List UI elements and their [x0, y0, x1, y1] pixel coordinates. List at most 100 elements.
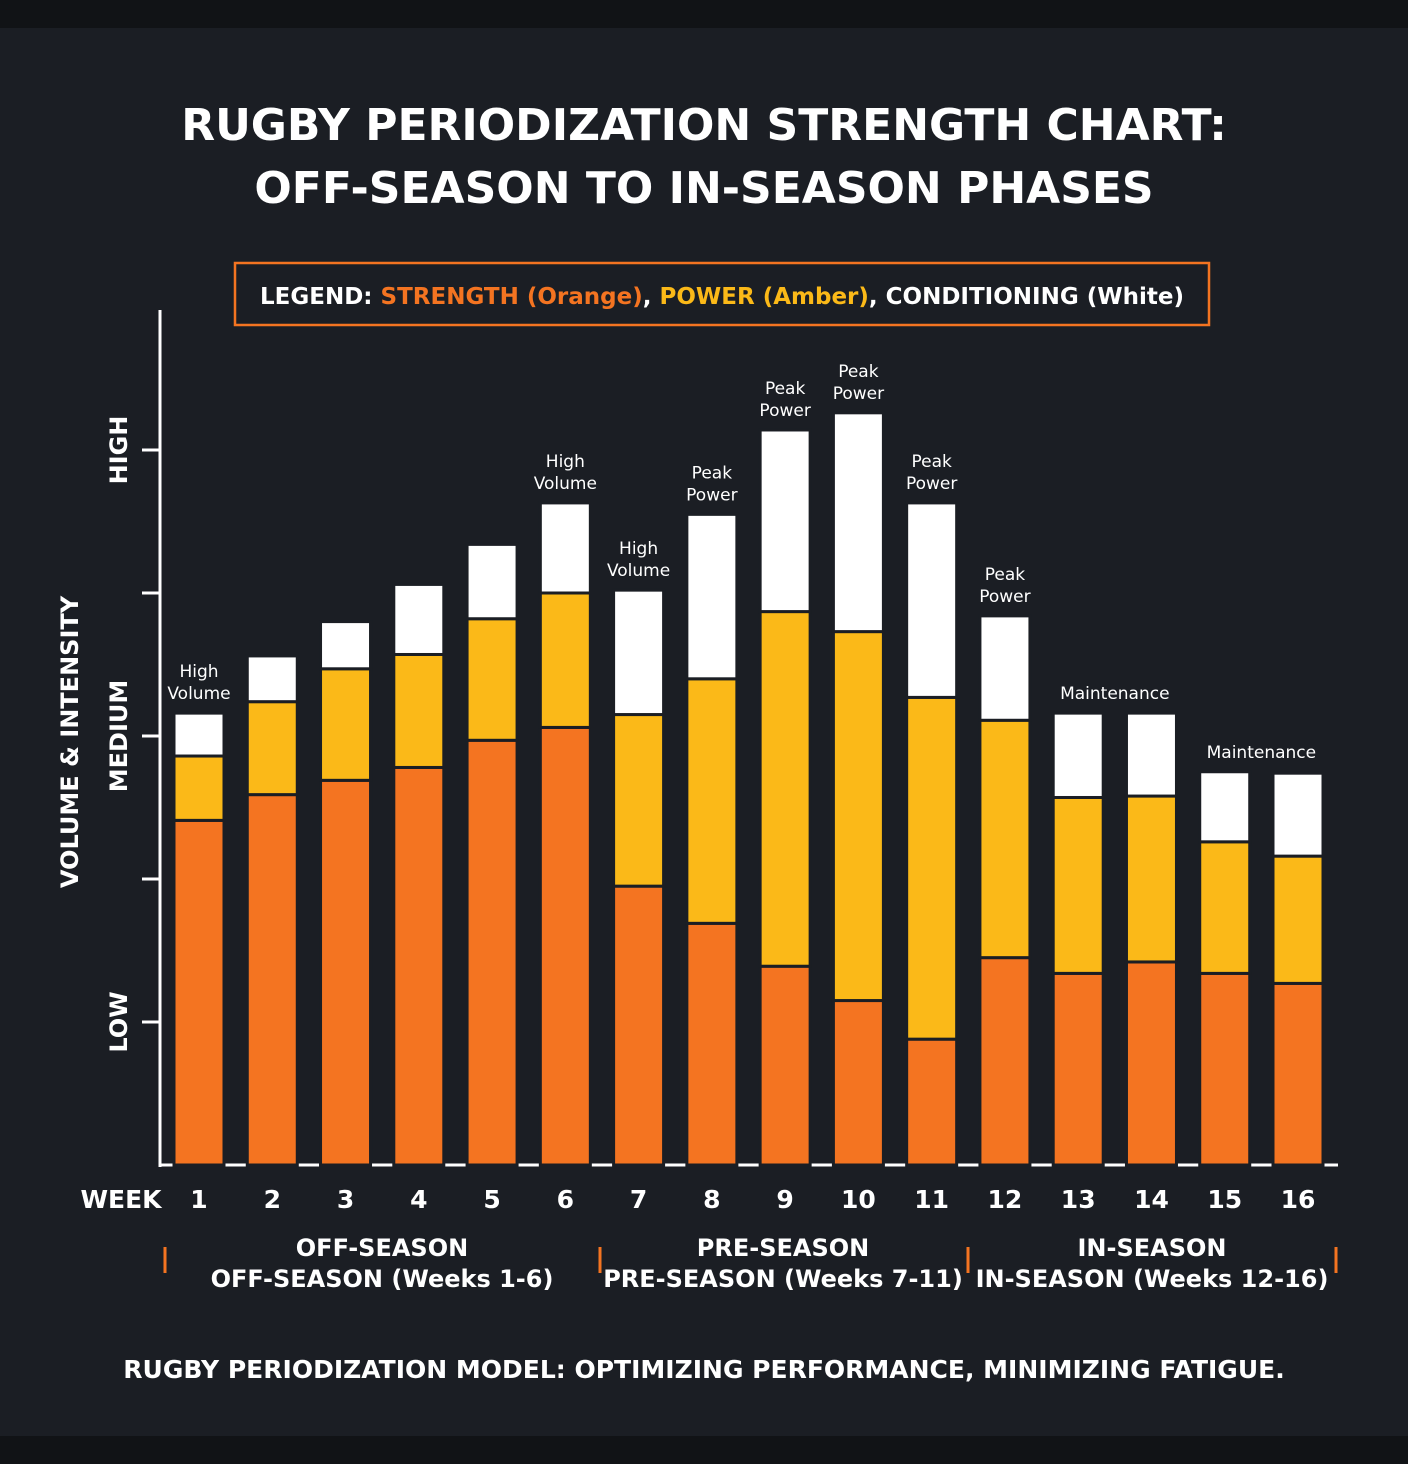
bar-segment-strength [831, 999, 885, 1167]
bar-segment-strength [758, 964, 812, 1167]
bar-week-10 [831, 411, 885, 1167]
bar-annotation: Power [686, 485, 737, 505]
phase-detail: PRE-SEASON (Weeks 7-11) [603, 1265, 963, 1293]
bar-annotation: Maintenance [1207, 743, 1316, 763]
y-tick-label: LOW [105, 991, 133, 1052]
bar-week-8 [685, 512, 739, 1167]
bar-week-3 [319, 620, 373, 1167]
x-axis-label: WEEK [80, 1185, 163, 1214]
bar-segment-conditioning [1051, 711, 1105, 799]
x-tick-label: 10 [841, 1185, 876, 1214]
bar-segment-conditioning [538, 501, 592, 595]
chart-footer: RUGBY PERIODIZATION MODEL: OPTIMIZING PE… [123, 1355, 1284, 1384]
bar-week-15 [1198, 770, 1252, 1167]
bar-segment-power [1124, 794, 1178, 964]
bar-segment-conditioning [685, 512, 739, 681]
bar-annotation: Volume [534, 474, 597, 494]
x-tick-label: 3 [337, 1185, 354, 1214]
legend-separator: , [869, 284, 886, 310]
bar-week-7 [612, 588, 666, 1167]
bar-segment-conditioning [1198, 770, 1252, 844]
bar-segment-power [905, 695, 959, 1041]
x-tick-label: 15 [1207, 1185, 1242, 1214]
bar-annotation: Power [759, 401, 810, 421]
bar-annotation: Volume [607, 561, 670, 581]
bar-week-13 [1051, 711, 1105, 1167]
phase-name: OFF-SEASON [296, 1234, 468, 1262]
bar-annotation: High [619, 539, 658, 559]
bar-segment-conditioning [905, 501, 959, 699]
bar-week-9 [758, 428, 812, 1167]
bar-segment-strength [978, 956, 1032, 1167]
legend-text: LEGEND: STRENGTH (Orange), POWER (Amber)… [260, 284, 1184, 310]
bar-segment-strength [1051, 971, 1105, 1167]
bar-week-14 [1124, 711, 1178, 1167]
x-tick-label: 12 [988, 1185, 1023, 1214]
legend-entry-power: POWER (Amber) [660, 284, 869, 310]
bar-segment-conditioning [978, 614, 1032, 722]
chart-title-line: OFF-SEASON TO IN-SEASON PHASES [254, 163, 1153, 214]
bar-annotation: Volume [167, 684, 230, 704]
x-tick-label: 8 [703, 1185, 720, 1214]
bar-segment-conditioning [245, 654, 299, 704]
x-tick-label: 1 [190, 1185, 207, 1214]
phase-detail: IN-SEASON (Weeks 12-16) [976, 1265, 1329, 1293]
legend-separator: , [643, 284, 660, 310]
bar-segment-strength [612, 884, 666, 1167]
bar-segment-conditioning [319, 620, 373, 671]
bar-segment-strength [685, 921, 739, 1167]
bar-segment-power [758, 610, 812, 968]
legend-box [233, 261, 1211, 327]
y-axis-label: VOLUME & INTENSITY [56, 595, 84, 888]
bar-annotation: Power [906, 474, 957, 494]
bar-week-11 [905, 501, 959, 1167]
phase-detail: OFF-SEASON (Weeks 1-6) [211, 1265, 554, 1293]
bar-segment-strength [392, 765, 446, 1167]
bar-segment-conditioning [831, 411, 885, 634]
bar-annotation: High [546, 452, 585, 472]
bar-week-1 [172, 711, 226, 1167]
bar-week-4 [392, 582, 446, 1167]
bar-week-5 [465, 542, 519, 1167]
bar-annotation: Power [979, 587, 1030, 607]
bar-segment-power [1051, 795, 1105, 975]
x-tick-label: 11 [914, 1185, 949, 1214]
bar-segment-strength [172, 818, 226, 1167]
bar-segment-strength [905, 1037, 959, 1167]
bar-week-16 [1271, 771, 1325, 1167]
bar-segment-power [538, 591, 592, 729]
bar-segment-conditioning [1271, 771, 1325, 858]
bar-segment-power [978, 718, 1032, 960]
bar-annotation: Power [833, 384, 884, 404]
bar-segment-conditioning [1124, 711, 1178, 798]
x-tick-label: 7 [630, 1185, 647, 1214]
bar-segment-conditioning [392, 582, 446, 656]
bar-segment-conditioning [172, 711, 226, 758]
legend-prefix: LEGEND: [260, 284, 381, 310]
bar-annotation: Peak [911, 452, 952, 472]
y-tick-label: MEDIUM [105, 680, 133, 793]
bar-segment-strength [538, 725, 592, 1167]
bar-segment-strength [245, 793, 299, 1167]
bar-annotation: Peak [838, 362, 879, 382]
phase-name: PRE-SEASON [697, 1234, 869, 1262]
bar-segment-power [465, 617, 519, 742]
bar-segment-power [831, 630, 885, 1003]
bar-annotation: Peak [765, 379, 806, 399]
bar-segment-power [1198, 840, 1252, 975]
bar-annotation: Maintenance [1060, 684, 1169, 704]
bar-segment-strength [1198, 971, 1252, 1167]
bar-segment-power [1271, 854, 1325, 985]
x-tick-label: 9 [776, 1185, 793, 1214]
bar-segment-power [245, 700, 299, 797]
x-tick-label: 5 [483, 1185, 500, 1214]
bar-segment-power [685, 677, 739, 925]
bar-segment-conditioning [612, 588, 666, 717]
bar-segment-power [319, 667, 373, 782]
legend-entry-conditioning: CONDITIONING (White) [886, 284, 1184, 310]
chart-title-line: RUGBY PERIODIZATION STRENGTH CHART: [181, 100, 1227, 151]
bar-segment-power [392, 652, 446, 769]
bar-segment-power [172, 754, 226, 822]
legend: LEGEND: STRENGTH (Orange), POWER (Amber)… [233, 261, 1211, 327]
